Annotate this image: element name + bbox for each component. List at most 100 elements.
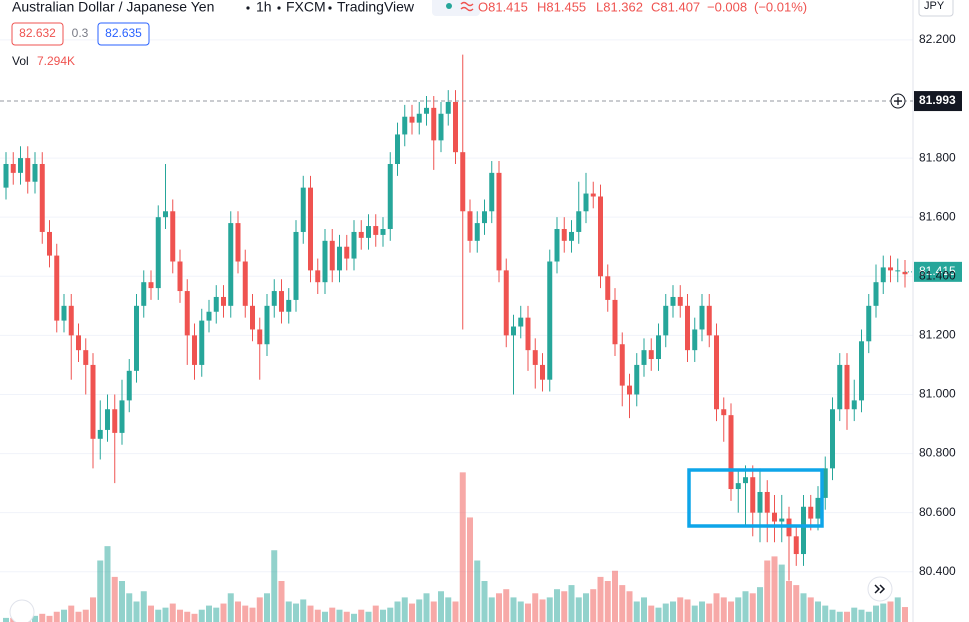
candle-body bbox=[358, 231, 364, 238]
candle-body bbox=[757, 491, 763, 513]
candle-body bbox=[532, 350, 538, 365]
candle-body bbox=[656, 335, 661, 360]
volume-bar bbox=[728, 601, 734, 622]
volume-bar bbox=[111, 576, 118, 622]
candle-body bbox=[242, 261, 248, 306]
navigation-button[interactable] bbox=[9, 599, 35, 622]
volume-bar bbox=[807, 597, 814, 622]
y-tick-label: 81.200 bbox=[919, 328, 956, 342]
candle-body bbox=[547, 261, 553, 380]
volume-bar bbox=[815, 601, 821, 622]
last-price-label: 81.415 bbox=[919, 264, 956, 278]
y-tick-label: 80.600 bbox=[919, 505, 956, 519]
change-percent: (−0.01%) bbox=[754, 0, 807, 14]
candle-body bbox=[163, 211, 168, 218]
currency-dropdown[interactable] bbox=[918, 0, 954, 17]
volume-bar bbox=[539, 599, 546, 622]
ohlc-value: C81.407 bbox=[651, 0, 700, 14]
candle-body bbox=[830, 409, 835, 469]
candle-body bbox=[300, 187, 306, 232]
change: −0.008 bbox=[707, 0, 747, 14]
candle-body bbox=[467, 211, 473, 241]
candle-body bbox=[322, 240, 328, 283]
candle-body bbox=[416, 113, 422, 123]
volume-bar bbox=[39, 613, 46, 622]
volume-bar bbox=[496, 593, 502, 622]
candle-body bbox=[315, 270, 321, 283]
candle-body bbox=[424, 107, 429, 114]
separator bbox=[328, 6, 332, 10]
sell-button[interactable] bbox=[11, 22, 64, 46]
buy-button[interactable] bbox=[97, 22, 150, 46]
volume-bar bbox=[851, 607, 858, 622]
candle-body bbox=[634, 364, 640, 395]
candle-body bbox=[257, 329, 263, 345]
volume-bar bbox=[786, 581, 792, 622]
candle-body bbox=[583, 193, 589, 212]
candle-body bbox=[373, 226, 379, 235]
candle-body bbox=[445, 101, 451, 114]
y-tick-label: 81.400 bbox=[919, 268, 956, 282]
candle-body bbox=[170, 211, 176, 262]
candle-body bbox=[148, 282, 154, 289]
candle-body bbox=[815, 497, 821, 519]
candle-body bbox=[743, 477, 748, 484]
volume-bar bbox=[481, 581, 488, 622]
market-open-icon bbox=[446, 3, 452, 9]
platform: TradingView bbox=[337, 0, 415, 15]
volume-bar bbox=[800, 593, 807, 622]
candle-body bbox=[866, 305, 872, 342]
volume-bar bbox=[32, 615, 38, 622]
highlight-rectangle bbox=[687, 468, 824, 528]
candle-body bbox=[235, 223, 241, 262]
volume-bar bbox=[459, 472, 466, 622]
candle-body bbox=[851, 400, 857, 410]
volume-bar bbox=[271, 550, 278, 622]
candle-body bbox=[801, 506, 806, 555]
candle-body bbox=[126, 370, 132, 401]
volume-bar bbox=[198, 609, 205, 622]
volume-bar bbox=[148, 605, 154, 622]
volume-bar bbox=[97, 560, 104, 622]
volume-value: 7.294K bbox=[37, 54, 75, 68]
candle-body bbox=[772, 512, 777, 522]
candle-body bbox=[184, 291, 190, 336]
volume-bar bbox=[264, 593, 270, 622]
candle-body bbox=[293, 231, 299, 300]
volume-bar bbox=[126, 593, 133, 622]
volume-bar bbox=[3, 617, 9, 622]
candle-body bbox=[677, 296, 683, 306]
volume-bar bbox=[155, 609, 162, 622]
candle-body bbox=[474, 223, 480, 241]
volume-bar bbox=[880, 603, 887, 622]
volume-bar bbox=[604, 581, 611, 622]
candle-body bbox=[576, 211, 582, 232]
volume-bar bbox=[865, 611, 872, 622]
volume-bar bbox=[358, 609, 365, 622]
candle-body bbox=[808, 506, 814, 519]
candle-body bbox=[619, 344, 625, 386]
volume-bar bbox=[583, 593, 589, 622]
volume-bar bbox=[670, 601, 676, 622]
volume-bar bbox=[61, 609, 67, 622]
volume-bar bbox=[590, 589, 597, 622]
volume-bar bbox=[256, 597, 263, 622]
candle-body bbox=[453, 101, 458, 153]
candle-body bbox=[112, 409, 118, 433]
volume-bar bbox=[314, 609, 321, 622]
volume-bar bbox=[474, 560, 481, 622]
volume-bar bbox=[249, 607, 256, 622]
volume-bar bbox=[90, 597, 96, 622]
candle-body bbox=[888, 267, 893, 271]
last-price-box bbox=[914, 261, 962, 282]
sell-price: 82.632 bbox=[19, 26, 56, 40]
ohlc-value: O81.415 bbox=[478, 0, 528, 14]
candle-body bbox=[714, 335, 719, 410]
volume-bar bbox=[699, 601, 705, 622]
volume-bar bbox=[387, 607, 394, 622]
volume-bar bbox=[517, 601, 524, 622]
volume-bar bbox=[104, 546, 111, 622]
status-pill[interactable] bbox=[432, 0, 480, 16]
candle-body bbox=[25, 158, 31, 182]
